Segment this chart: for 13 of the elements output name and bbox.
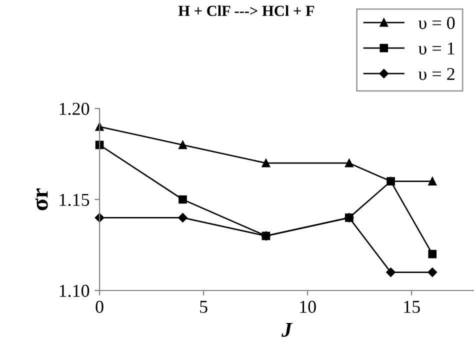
legend-label: υ = 0 [418, 16, 455, 30]
x-tick-label: 15 [404, 300, 420, 313]
legend-label: υ = 2 [418, 68, 454, 80]
y-tick-label: 1.20 [60, 102, 90, 116]
y-tick-label: 1.10 [60, 284, 90, 298]
y-axis-title: σr [35, 188, 48, 210]
x-tick-label: 10 [300, 300, 316, 313]
x-tick-label: 5 [200, 300, 208, 313]
y-tick-label: 1.15 [60, 194, 90, 206]
x-tick-label: 0 [96, 300, 104, 313]
chart-title: H + ClF ---> HCl + F [178, 5, 314, 16]
legend-label: υ = 1 [418, 42, 454, 55]
x-axis-title: J [282, 322, 293, 337]
